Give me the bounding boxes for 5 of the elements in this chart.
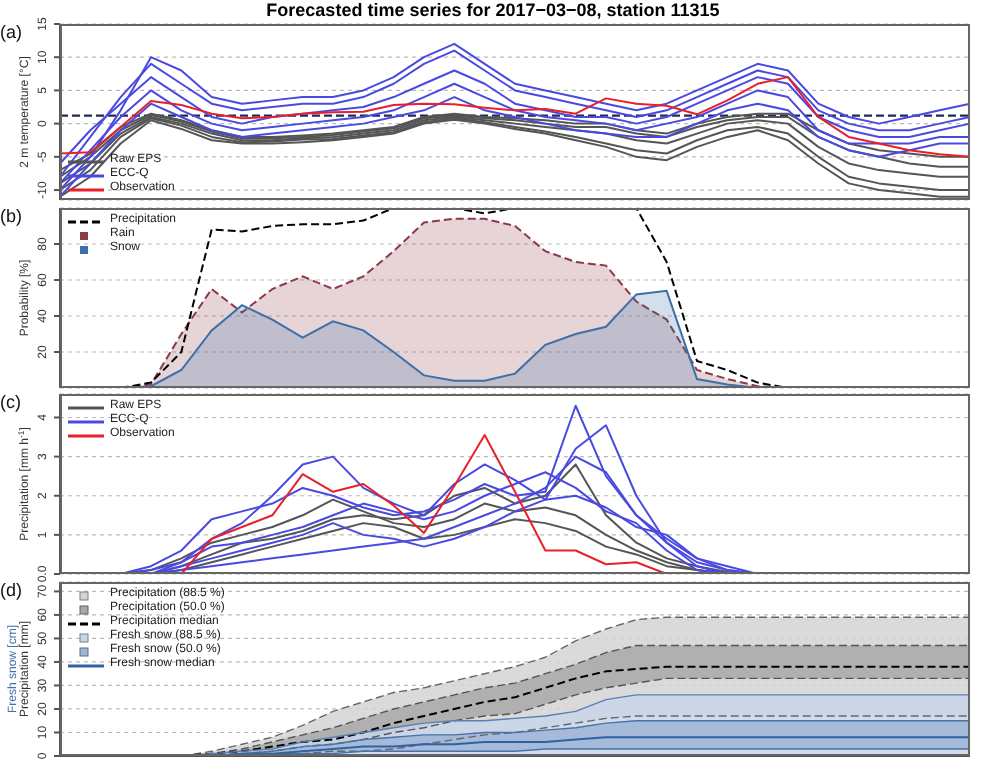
text: (a): [0, 22, 22, 42]
text: (b): [0, 206, 22, 226]
chart-title: Forecasted time series for 2017−03−08, station 11315: [266, 0, 720, 20]
text: (c): [0, 392, 21, 412]
text: (d): [0, 580, 22, 600]
